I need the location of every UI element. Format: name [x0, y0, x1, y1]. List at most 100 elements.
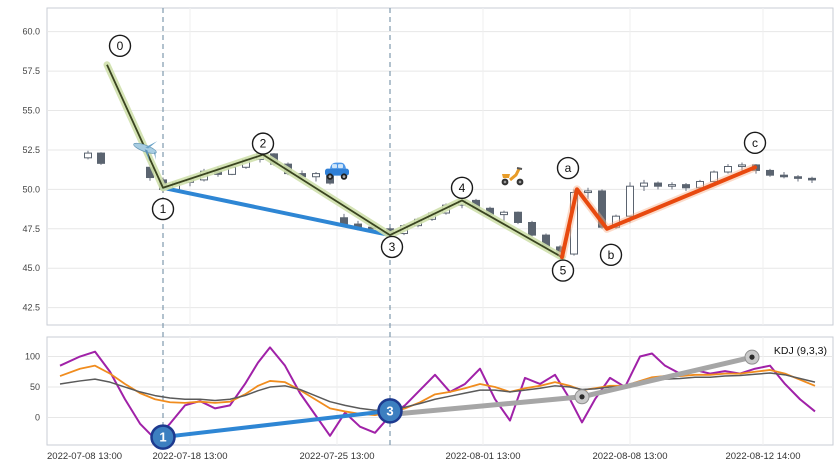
wave-label-text: a	[565, 161, 572, 175]
wave-label-1[interactable]: 1	[151, 197, 175, 221]
candle-body	[500, 211, 508, 216]
y-tick-label: 52.5	[22, 145, 40, 155]
wave-label-circle	[599, 243, 623, 267]
plane-tail	[154, 152, 156, 160]
candle-body	[97, 152, 105, 164]
candle-body	[654, 182, 662, 187]
marker-dot	[749, 354, 755, 360]
candle-body	[682, 184, 690, 189]
candle-body	[626, 185, 634, 217]
scooter-seat	[502, 173, 510, 178]
x-tick-label: 2022-08-12 14:00	[725, 451, 800, 462]
gray-trend-marker[interactable]	[574, 389, 590, 405]
wave-label-circle	[151, 197, 175, 221]
wave-label-text: 0	[117, 39, 124, 53]
candle-body	[514, 211, 522, 223]
gray-trend-marker[interactable]	[744, 349, 760, 365]
wave-label-text: 2	[260, 137, 267, 151]
scooter-handlebar	[516, 166, 523, 170]
y-tick-label: 60.0	[22, 27, 40, 37]
candle-body	[724, 166, 732, 173]
car-hub	[328, 175, 332, 178]
wave-label-4[interactable]: 4	[450, 176, 474, 199]
candle-body	[696, 180, 704, 189]
wave-label-3[interactable]: 3	[380, 235, 404, 259]
wave-label-a[interactable]: a	[556, 156, 580, 180]
y-tick-label: 50	[30, 382, 40, 392]
wave-label-circle	[551, 259, 575, 282]
candle-body	[312, 173, 320, 178]
kdj-point-bubble-3[interactable]: 3	[377, 398, 403, 424]
kdj-point-bubble-1[interactable]: 1	[150, 424, 176, 450]
wave-label-circle	[556, 156, 580, 180]
bubble-text: 1	[159, 430, 166, 445]
price-panel	[46, 7, 834, 326]
y-tick-label: 100	[25, 352, 40, 362]
wave-label-b[interactable]: b	[599, 243, 623, 267]
wave-label-text: 5	[560, 264, 567, 278]
candle-body	[766, 169, 774, 176]
kdj-line-d	[59, 364, 816, 417]
candle-body	[528, 221, 536, 236]
indicator-panel	[46, 336, 834, 446]
scooter-frame	[509, 168, 521, 182]
wave-label-circle	[108, 34, 132, 58]
y-tick-label: 57.5	[22, 66, 40, 76]
car-window	[332, 164, 337, 169]
candle-body	[584, 190, 592, 194]
candle-body	[738, 164, 746, 168]
wave-label-2[interactable]: 2	[251, 132, 275, 155]
y-tick-label: 42.5	[22, 303, 40, 313]
y-tick-label: 50.0	[22, 184, 40, 194]
x-tick-label: 2022-08-08 13:00	[592, 451, 667, 462]
candle-body	[668, 184, 676, 187]
wave-label-5[interactable]: 5	[551, 259, 575, 282]
car-hub	[342, 175, 346, 178]
x-tick-label: 2022-07-25 13:00	[299, 451, 374, 462]
wave-label-0[interactable]: 0	[108, 34, 132, 58]
wave-label-text: 4	[459, 181, 466, 195]
x-tick-label: 2022-07-18 13:00	[152, 451, 227, 462]
y-tick-label: 55.0	[22, 106, 40, 116]
candle-body	[808, 177, 816, 181]
wave-label-text: b	[608, 248, 615, 262]
y-tick-label: 45.0	[22, 263, 40, 273]
plane-fuselage	[133, 142, 157, 154]
candle-body	[780, 174, 788, 178]
candle-body	[640, 182, 648, 187]
kdj-indicator-label: KDJ (9,3,3)	[774, 345, 827, 357]
x-tick-label: 2022-07-08 13:00	[47, 451, 122, 462]
y-tick-label: 0	[35, 413, 40, 423]
wave-line	[106, 64, 563, 258]
wave-label-text: 1	[160, 202, 167, 216]
bubble-circle	[150, 424, 176, 450]
y-tick-label: 47.5	[22, 224, 40, 234]
scooter-hub	[503, 180, 507, 184]
plane-wing	[145, 141, 158, 149]
kdj-blue-trendline	[161, 408, 392, 440]
candle-body	[710, 171, 718, 182]
x-tick-label: 2022-08-01 13:00	[445, 451, 520, 462]
bubble-circle	[377, 398, 403, 424]
car-window	[338, 164, 343, 169]
price-blue-trendline	[161, 185, 392, 238]
wave-label-circle	[450, 176, 474, 199]
car-icon	[325, 162, 349, 180]
scooter-icon	[501, 166, 524, 186]
candle-body	[84, 152, 92, 159]
wave-label-text: 3	[389, 240, 396, 254]
wave-label-text: c	[752, 136, 758, 150]
candle-body	[598, 190, 606, 228]
kdj-line-k	[59, 372, 816, 411]
wave-label-circle	[743, 131, 767, 155]
candle-body	[794, 176, 802, 179]
wave-label-circle	[380, 235, 404, 259]
scooter-hub	[518, 180, 522, 184]
wave-label-c[interactable]: c	[743, 131, 767, 155]
marker-dot	[579, 394, 585, 400]
wave-label-circle	[251, 132, 275, 155]
bubble-text: 3	[386, 403, 393, 418]
